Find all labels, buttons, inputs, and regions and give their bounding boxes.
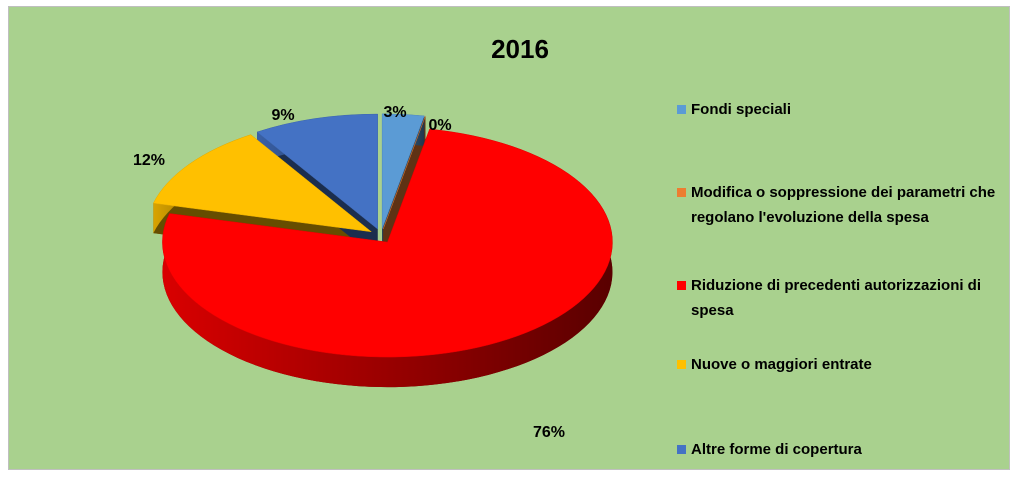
- legend-swatch: [677, 360, 686, 369]
- data-label: 0%: [428, 117, 451, 134]
- legend-swatch: [677, 105, 686, 114]
- slice: [256, 113, 378, 230]
- chart-area: 2016 3% 0% 76% 12% 9% Fondi speciali Modifica…: [8, 6, 1010, 470]
- legend-entry: Riduzione di precedenti autorizzazioni d…: [677, 273, 1011, 323]
- data-label: 3%: [383, 104, 406, 121]
- slice: [383, 115, 426, 230]
- legend-label: Fondi speciali: [691, 101, 792, 118]
- legend-swatch: [677, 281, 686, 290]
- tops: [152, 113, 613, 358]
- data-label: 76%: [533, 424, 565, 441]
- legend-entry: Modifica o soppressione dei parametri ch…: [677, 180, 1011, 230]
- legend-label: Riduzione di precedenti autorizzazioni d…: [691, 277, 982, 319]
- legend-entry: Fondi speciali: [677, 97, 1011, 122]
- chart: 2016 3% 0% 76% 12% 9%: [133, 34, 613, 441]
- slice: [162, 128, 613, 358]
- slice: [152, 134, 373, 233]
- legend-label: Modifica o soppressione dei parametri ch…: [691, 184, 996, 226]
- data-label: 9%: [271, 107, 294, 124]
- slice: [381, 113, 425, 229]
- slice-wall: [383, 115, 426, 259]
- legend-label: Altre forme di copertura: [691, 441, 862, 458]
- legend-swatch: [677, 188, 686, 197]
- legend-entry: Altre forme di copertura: [677, 437, 1011, 462]
- legend-label: Nuove o maggiori entrate: [691, 356, 872, 373]
- data-label: 12%: [133, 152, 165, 169]
- chart-title: 2016: [491, 34, 549, 64]
- legend-entry: Nuove o maggiori entrate: [677, 352, 1011, 377]
- legend-swatch: [677, 445, 686, 454]
